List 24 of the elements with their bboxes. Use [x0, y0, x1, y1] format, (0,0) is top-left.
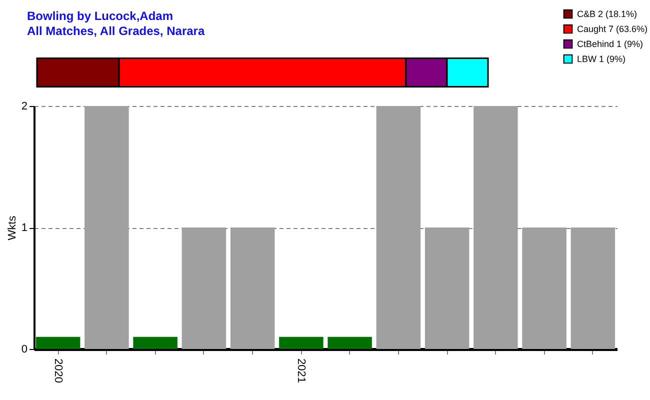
- bar: [36, 336, 80, 349]
- bar: [133, 336, 178, 349]
- legend-label: CtBehind 1 (9%): [577, 39, 644, 49]
- bar: [182, 228, 226, 349]
- y-axis-title: Wkts: [6, 215, 18, 240]
- bar: [424, 228, 470, 349]
- bar: [522, 228, 566, 349]
- bar: [230, 228, 275, 349]
- bar: [84, 106, 129, 349]
- y-tick-label: 0: [21, 344, 28, 356]
- y-tick-label: 1: [21, 222, 28, 234]
- x-tick-label: 2021: [295, 358, 308, 383]
- bar: [474, 106, 518, 349]
- legend-label: Caught 7 (63.6%): [577, 24, 648, 34]
- chart-title: Bowling by Lucock,Adam: [27, 9, 174, 23]
- x-tick-label: 2020: [52, 358, 64, 383]
- legend-label: C&B 2 (18.1%): [577, 9, 638, 19]
- legend-label: LBW 1 (9%): [577, 54, 626, 64]
- bar: [328, 336, 372, 349]
- bar: [279, 336, 324, 349]
- bar: [570, 228, 616, 349]
- bar: [376, 106, 421, 349]
- chart-subtitle: All Matches, All Grades, Narara: [27, 24, 205, 38]
- y-tick-label: 2: [21, 100, 28, 112]
